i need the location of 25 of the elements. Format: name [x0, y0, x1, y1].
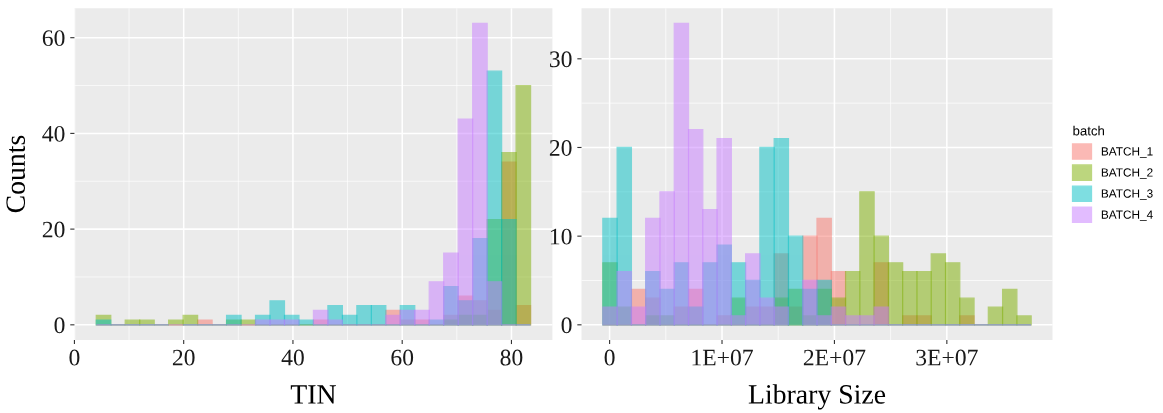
x-tick-label: 0 [604, 349, 615, 366]
x-axis-title: TIN [290, 385, 336, 404]
y-tick-label: 20 [549, 139, 572, 156]
x-tick-label: 2E+07 [803, 349, 866, 366]
y-tick-label: 40 [42, 125, 65, 142]
x-tick-label: 20 [172, 349, 195, 366]
y-tick-label: 30 [549, 51, 572, 68]
y-tick-label: 10 [550, 228, 572, 245]
x-tick-label: 3E+07 [916, 349, 978, 366]
y-tick-label: 20 [42, 221, 65, 238]
legend-label: BATCH_4 [1101, 210, 1153, 221]
legend-label: BATCH_2 [1101, 168, 1153, 179]
x-tick-label: 60 [391, 349, 414, 366]
x-tick-label: 40 [281, 349, 304, 366]
legend-title: batch [1073, 125, 1104, 136]
x-axis-title: Library Size [748, 384, 886, 410]
x-tick-label: 80 [500, 349, 523, 366]
y-tick-label: 0 [561, 317, 572, 334]
legend-label: BATCH_3 [1101, 189, 1153, 200]
y-axis-title: Counts [6, 135, 26, 213]
x-tick-label: 1E+07 [692, 349, 753, 366]
x-tick-label: 0 [69, 349, 80, 366]
legend-label: BATCH_1 [1101, 147, 1153, 158]
y-tick-label: 60 [42, 30, 65, 47]
y-tick-label: 0 [54, 317, 65, 334]
